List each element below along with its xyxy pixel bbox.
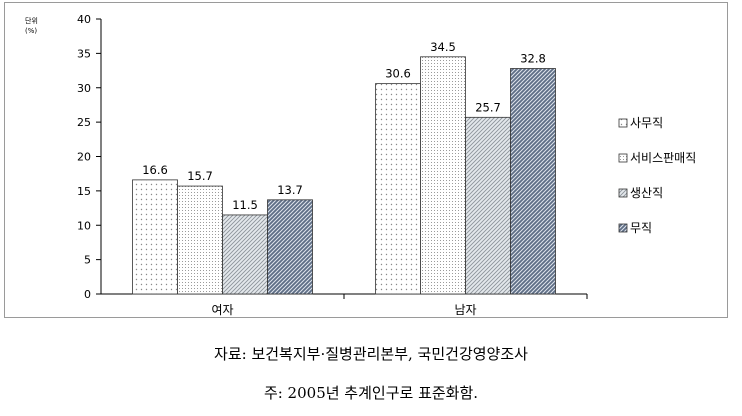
bar	[222, 214, 268, 295]
data-label: 16.6	[142, 163, 168, 177]
legend-marker	[618, 223, 628, 233]
y-tick-label: 10	[77, 219, 91, 232]
x-tick-label: 여자	[211, 303, 233, 317]
x-tick-label: 남자	[454, 303, 476, 317]
y-unit-label: (%)	[25, 27, 37, 35]
footnote: 주: 2005년 추계인구로 표준화함.	[263, 384, 479, 402]
data-label: 30.6	[385, 67, 411, 81]
legend-marker	[618, 153, 628, 163]
legend-label: 사무직	[630, 116, 663, 130]
data-label: 15.7	[187, 169, 213, 183]
y-tick-label: 5	[84, 254, 91, 267]
bar	[375, 83, 421, 295]
legend-label: 서비스판매직	[630, 151, 696, 165]
legend-marker	[618, 118, 628, 128]
bar-chart: 단위 (%) 0 5 10 15 20 25 30 35 40 16.6 15.7 11.5 13.7 여자 3…	[25, 13, 696, 317]
legend-label: 무직	[630, 221, 652, 235]
source-note: 자료: 보건복지부·질병관리본부, 국민건강영양조사	[214, 345, 528, 363]
bar	[177, 185, 223, 295]
data-label: 34.5	[430, 40, 456, 54]
chart-frame: 단위 (%) 0 5 10 15 20 25 30 35 40 16.6 15.7 11.5 13.7 여자 3…	[4, 2, 728, 318]
data-label: 13.7	[277, 183, 303, 197]
y-tick-label: 15	[77, 185, 91, 198]
data-label: 11.5	[232, 198, 258, 212]
y-tick-label: 35	[77, 47, 91, 60]
data-label: 32.8	[520, 52, 546, 66]
bar	[510, 68, 556, 295]
y-tick-label: 40	[77, 13, 91, 26]
bar	[267, 199, 313, 295]
y-tick-label: 20	[77, 151, 91, 164]
legend-marker	[618, 188, 628, 198]
y-tick-label: 0	[84, 288, 91, 301]
y-tick-label: 25	[77, 116, 91, 129]
bar	[420, 56, 466, 295]
y-tick-label: 30	[77, 82, 91, 95]
y-unit-label: 단위	[25, 16, 38, 25]
bar	[132, 179, 178, 295]
bar	[465, 116, 511, 295]
data-label: 25.7	[475, 100, 501, 114]
legend-label: 생산직	[630, 186, 663, 200]
